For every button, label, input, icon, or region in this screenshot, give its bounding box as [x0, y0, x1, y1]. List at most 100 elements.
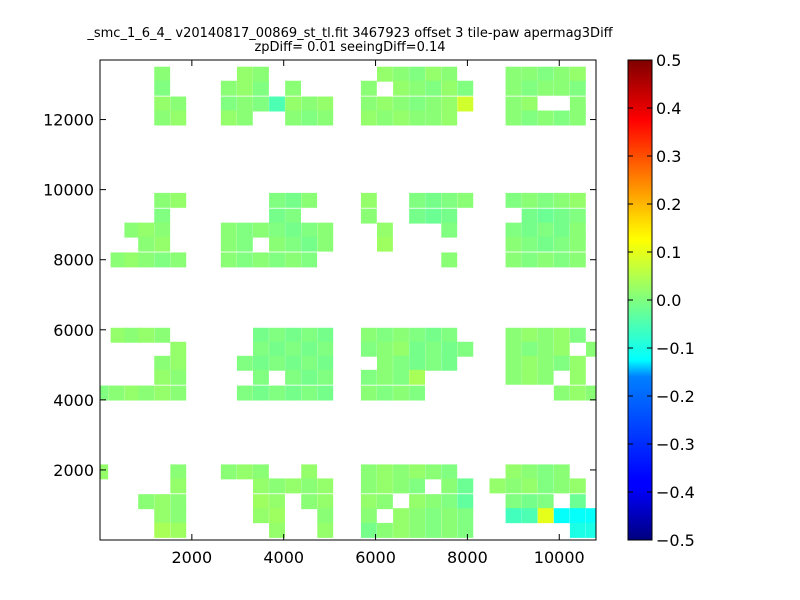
heatmap-cell [269, 494, 285, 510]
heatmap-cell [553, 327, 570, 343]
heatmap-cell [360, 110, 377, 126]
heatmap-cell [301, 110, 318, 126]
heatmap-cell [269, 208, 285, 224]
heatmap-cell [537, 508, 554, 524]
heatmap-cell [393, 464, 409, 480]
heatmap-cell [269, 522, 285, 538]
heatmap-cell [521, 464, 538, 480]
colorbar-tick-label: 0.0 [656, 291, 681, 310]
heatmap-cell [409, 110, 426, 126]
y-tick-label: 6000 [53, 321, 94, 340]
heatmap-cell [236, 355, 253, 371]
heatmap-cell [537, 252, 554, 268]
heatmap-cell [505, 478, 522, 494]
heatmap-cell [285, 80, 302, 96]
heatmap-cell [505, 236, 522, 252]
heatmap-cell [537, 494, 554, 510]
heatmap-cell [220, 236, 237, 252]
heatmap-cell [553, 110, 570, 126]
heatmap-cell [425, 464, 442, 480]
heatmap-cell [108, 385, 125, 401]
heatmap-cell [253, 327, 269, 343]
heatmap-cell [220, 80, 237, 96]
heatmap-cell [393, 369, 409, 385]
heatmap-cell [269, 222, 285, 238]
heatmap-cell [377, 236, 393, 252]
heatmap-cell [521, 494, 538, 510]
heatmap-cell [100, 464, 109, 480]
heatmap-cell [441, 494, 458, 510]
heatmap-cell [505, 192, 522, 208]
plot-frame [99, 59, 597, 541]
heatmap-cell [317, 96, 334, 112]
heatmap-cell [360, 80, 377, 96]
heatmap-cell [170, 478, 187, 494]
heatmap-cell [317, 522, 334, 538]
heatmap-cell [170, 494, 187, 510]
heatmap-cell [537, 478, 554, 494]
heatmap-cell [537, 327, 554, 343]
heatmap-cell [409, 355, 426, 371]
heatmap-cell [569, 494, 586, 510]
heatmap-cell [441, 110, 458, 126]
heatmap-cell [285, 478, 302, 494]
heatmap-cell [301, 327, 318, 343]
heatmap-cell [537, 222, 554, 238]
heatmap-cell [377, 478, 393, 494]
colorbar-tick-label: −0.1 [656, 339, 695, 358]
heatmap-cell [425, 192, 442, 208]
heatmap-cell [569, 80, 586, 96]
heatmap-cell [285, 222, 302, 238]
heatmap-cell [170, 464, 187, 480]
heatmap-cell [170, 252, 187, 268]
heatmap-cell [377, 369, 393, 385]
heatmap-cell [441, 327, 458, 343]
y-tick-label: 4000 [53, 391, 94, 410]
heatmap-cell [393, 508, 409, 524]
heatmap-cell [521, 80, 538, 96]
heatmap-cell [457, 341, 474, 357]
heatmap-cell [537, 208, 554, 224]
heatmap-cell [409, 341, 426, 357]
heatmap-cell [253, 222, 269, 238]
heatmap-cell [441, 508, 458, 524]
heatmap-cell [269, 355, 285, 371]
heatmap-cell [457, 522, 474, 538]
heatmap-cell [569, 369, 586, 385]
heatmap-cell [236, 110, 253, 126]
colorbar-tick-label: −0.4 [656, 483, 695, 502]
heatmap-cell [457, 96, 474, 112]
heatmap-cell [269, 236, 285, 252]
heatmap-cell [393, 341, 409, 357]
heatmap-cell [409, 385, 426, 401]
heatmap-cell [285, 110, 302, 126]
heatmap-cell [301, 464, 318, 480]
heatmap-cell [553, 355, 570, 371]
colorbar-tick-label: −0.2 [656, 387, 695, 406]
heatmap-cell [377, 222, 393, 238]
colorbar-tick-label: 0.2 [656, 195, 681, 214]
heatmap-cell [457, 494, 474, 510]
heatmap-cell [393, 478, 409, 494]
heatmap-cell [585, 341, 597, 357]
colorbar-tick-label: 0.4 [656, 99, 681, 118]
heatmap-cell [317, 508, 334, 524]
heatmap-cell [317, 385, 334, 401]
heatmap-cell [409, 369, 426, 385]
heatmap-cell [154, 369, 171, 385]
heatmap-cell [553, 478, 570, 494]
heatmap-cell [537, 369, 554, 385]
heatmap-cell [220, 96, 237, 112]
heatmap-cell [409, 478, 426, 494]
heatmap-cell [393, 522, 409, 538]
heatmap-cell [505, 508, 522, 524]
y-tick-label: 8000 [53, 251, 94, 270]
heatmap-cell [537, 464, 554, 480]
heatmap-cell [220, 464, 237, 480]
heatmap-cell [377, 385, 393, 401]
heatmap-cell [170, 369, 187, 385]
heatmap-cell [505, 222, 522, 238]
heatmap-cell [425, 208, 442, 224]
heatmap-cell [441, 464, 458, 480]
